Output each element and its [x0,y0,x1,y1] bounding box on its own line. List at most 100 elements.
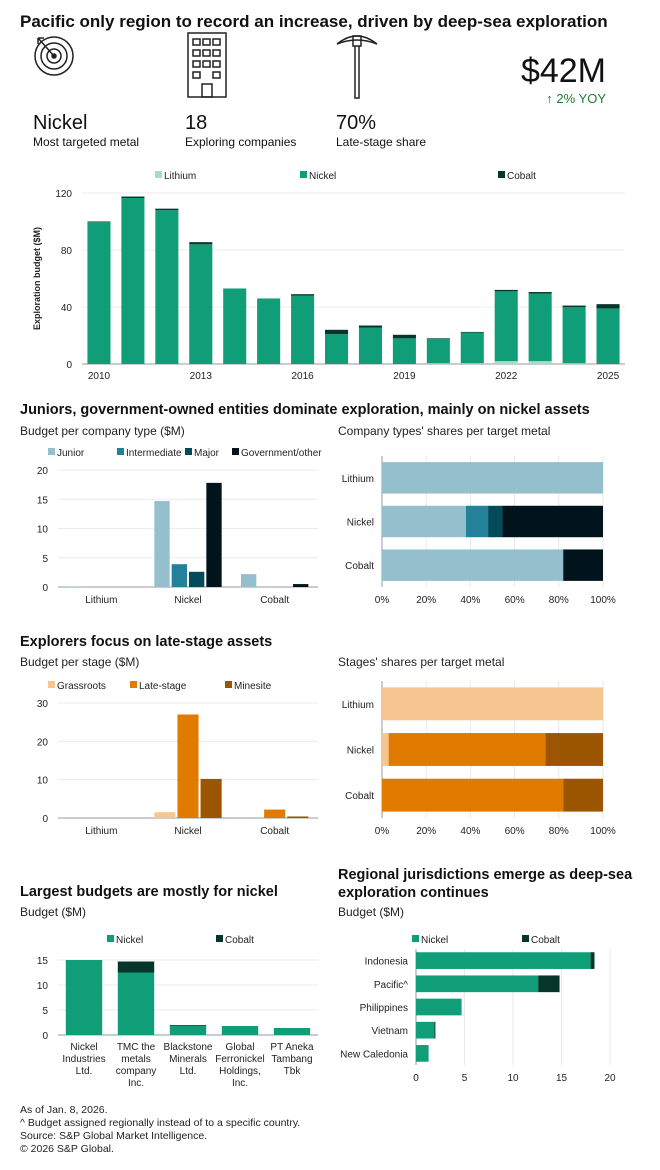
y-tick-label: 30 [37,699,49,710]
bar-segment [117,972,155,1035]
category-label: New Caledonia [340,1049,408,1060]
bar [241,574,257,587]
company-budget-chart: Nickel Cobalt051015NickelIndustriesLtd.TM… [37,935,318,1089]
bar-segment [117,961,155,973]
bar-segment [596,304,620,309]
legend-label: Nickel [116,935,143,946]
target-icon [32,32,78,83]
bar-segment [324,329,349,335]
x-tick-label: 0% [375,826,390,837]
headline-change: ↑ 2% YOY [546,91,606,106]
y-tick-label: 10 [37,776,49,787]
category-label: Inc. [128,1078,144,1089]
bar-segment [87,222,111,364]
legend-label: Intermediate [126,448,182,459]
bar-segment [416,1021,435,1039]
bar-segment [538,975,560,993]
category-label: Nickel [174,826,201,837]
category-label: company [116,1066,157,1077]
bar-segment [223,288,247,364]
bar-segment [416,998,462,1016]
bar-segment [382,462,603,494]
category-label: Holdings, [219,1066,261,1077]
bar-segment [528,361,552,364]
chart-subtitle: Budget per company type ($M) [20,424,185,438]
bar-segment [502,505,603,538]
bar-segment [494,291,518,362]
bar-segment [562,363,586,364]
x-tick-label: 100% [590,826,616,837]
x-tick-label: 80% [549,826,569,837]
legend-swatch [107,935,114,942]
bar-segment [291,294,315,296]
category-label: Cobalt [260,826,289,837]
x-tick-label: 2016 [291,371,314,382]
category-label: Cobalt [260,595,289,606]
category-label: Industries [62,1054,105,1065]
chart-subtitle: Budget ($M) [20,905,87,919]
bar-segment [488,505,503,538]
y-tick-label: 0 [42,1031,48,1042]
bar-segment [291,295,315,364]
y-tick-label: 20 [37,737,49,748]
bar-segment [324,334,349,364]
y-tick-label: 10 [37,981,49,992]
y-tick-label: 5 [42,554,48,565]
y-tick-label: 15 [37,956,49,967]
category-label: Philippines [360,1003,408,1014]
bar-segment [494,289,518,292]
section-title: Largest budgets are mostly for nickel [20,884,278,900]
x-tick-label: 2010 [88,371,111,382]
y-tick-label: 5 [42,1006,48,1017]
x-tick-label: 2019 [393,371,416,382]
x-tick-label: 2013 [190,371,213,382]
legend-swatch [48,448,55,455]
category-label: Indonesia [365,957,409,968]
category-label: Nickel [347,746,374,757]
bar-segment [358,327,383,364]
x-tick-label: 2022 [495,371,518,382]
legend-swatch [155,171,162,178]
bar-segment [528,293,552,362]
legend-label: Cobalt [225,935,254,946]
stage-chart: Grassroots Late-stage Minesite 0 10 20 30 Lithi… [37,681,318,837]
legend-swatch [117,448,124,455]
bar-segment [382,505,466,538]
bar-segment [426,339,450,364]
legend-swatch [48,681,55,688]
bar-segment [155,208,179,211]
legend-swatch [216,935,223,942]
y-tick-label: 20 [37,466,49,477]
copyright: © 2026 S&P Global. [20,1143,114,1155]
bar-segment [416,1045,429,1062]
category-label: metals [121,1054,150,1065]
y-tick-label: 80 [61,246,73,257]
legend-label: Nickel [421,935,448,946]
bar [200,778,222,818]
chart-subtitle: Stages' shares per target metal [338,655,505,669]
category-label: Vietnam [371,1026,408,1037]
category-label: Lithium [342,700,374,711]
bar [177,714,199,818]
chart-subtitle: Budget ($M) [338,905,405,919]
x-tick-label: 10 [507,1073,519,1084]
y-tick-label: 10 [37,525,49,536]
category-label: Nickel [347,518,374,529]
kpi-label: Exploring companies [185,135,297,149]
bar-segment [189,242,213,245]
bar-segment [460,363,484,364]
footnote: As of Jan. 8, 2026. [20,1104,108,1116]
bar-segment [155,210,179,364]
company-type-chart: Junior Intermediate Major Government/other 0… [37,448,322,606]
category-label: Inc. [232,1078,248,1089]
legend-label: Cobalt [531,935,560,946]
chart-subtitle: Company types' shares per target metal [338,424,551,438]
bar-segment [65,960,103,1035]
legend-label: Minesite [234,681,272,692]
legend-label: Government/other [241,448,322,459]
category-label: TMC the [117,1042,156,1053]
category-label: Ferronickel [215,1054,264,1065]
bar-segment [465,505,489,538]
footnote: ^ Budget assigned regionally instead of … [20,1117,301,1129]
section-title: Explorers focus on late-stage assets [20,634,273,650]
